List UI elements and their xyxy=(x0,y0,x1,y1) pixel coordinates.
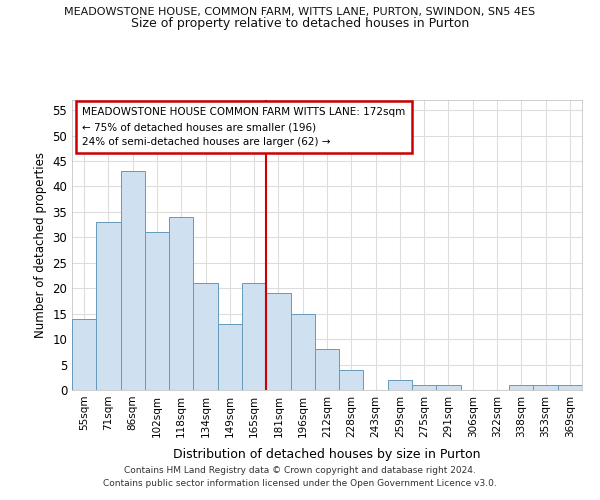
Bar xyxy=(509,385,533,390)
Bar xyxy=(436,385,461,390)
Bar xyxy=(169,217,193,390)
Bar xyxy=(290,314,315,390)
Bar xyxy=(339,370,364,390)
Bar xyxy=(96,222,121,390)
Text: Contains HM Land Registry data © Crown copyright and database right 2024.
Contai: Contains HM Land Registry data © Crown c… xyxy=(103,466,497,487)
Text: Size of property relative to detached houses in Purton: Size of property relative to detached ho… xyxy=(131,18,469,30)
Bar xyxy=(533,385,558,390)
Text: MEADOWSTONE HOUSE COMMON FARM WITTS LANE: 172sqm
← 75% of detached houses are sm: MEADOWSTONE HOUSE COMMON FARM WITTS LANE… xyxy=(82,108,406,147)
Y-axis label: Number of detached properties: Number of detached properties xyxy=(34,152,47,338)
Bar xyxy=(242,283,266,390)
Bar xyxy=(193,283,218,390)
Bar xyxy=(412,385,436,390)
X-axis label: Distribution of detached houses by size in Purton: Distribution of detached houses by size … xyxy=(173,448,481,461)
Bar xyxy=(315,350,339,390)
Bar xyxy=(266,294,290,390)
Bar xyxy=(218,324,242,390)
Bar xyxy=(121,171,145,390)
Bar xyxy=(145,232,169,390)
Bar xyxy=(558,385,582,390)
Text: MEADOWSTONE HOUSE, COMMON FARM, WITTS LANE, PURTON, SWINDON, SN5 4ES: MEADOWSTONE HOUSE, COMMON FARM, WITTS LA… xyxy=(64,8,536,18)
Bar xyxy=(72,319,96,390)
Bar xyxy=(388,380,412,390)
